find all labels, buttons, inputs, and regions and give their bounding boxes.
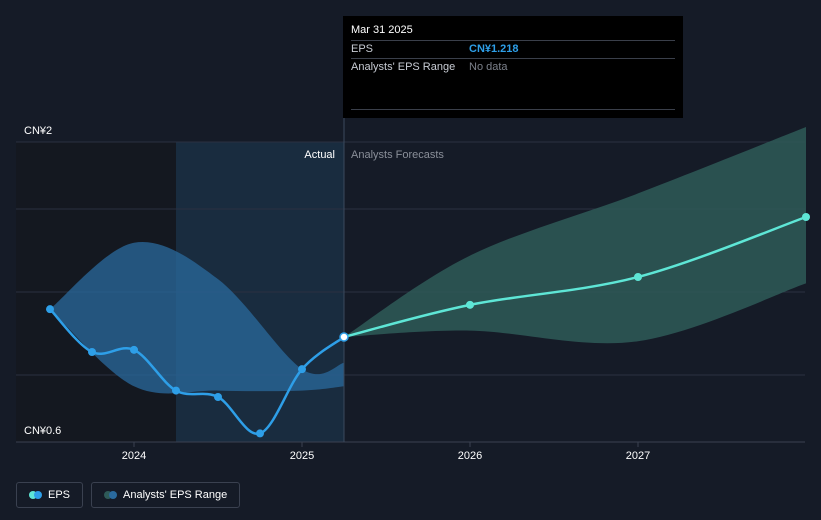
eps-line: [49, 308, 345, 435]
forecast-point[interactable]: [802, 213, 810, 221]
eps-point[interactable]: [46, 305, 54, 314]
tooltip: Mar 31 2025 EPS CN¥1.218 Analysts' EPS R…: [343, 16, 683, 118]
tooltip-divider: [351, 109, 675, 110]
eps-current-point[interactable]: [339, 332, 349, 342]
x-tick-label: 2026: [458, 450, 482, 462]
tooltip-range-row: Analysts' EPS Range No data: [351, 58, 675, 76]
tooltip-eps-value: CN¥1.218: [469, 43, 519, 55]
forecast-point[interactable]: [466, 300, 474, 309]
eps-point[interactable]: [256, 429, 264, 438]
eps-point[interactable]: [130, 345, 138, 354]
legend-range-label: Analysts' EPS Range: [123, 489, 228, 501]
forecast-point[interactable]: [634, 273, 642, 281]
legend-eps-label: EPS: [48, 489, 71, 501]
tooltip-eps-label: EPS: [351, 43, 374, 55]
tooltip-eps-row: EPS CN¥1.218: [351, 40, 675, 58]
x-tick-label: 2025: [290, 450, 314, 462]
legend-eps-toggle[interactable]: EPS: [16, 482, 84, 508]
y-axis-top-label: CN¥2: [24, 125, 52, 137]
eps-point[interactable]: [214, 393, 222, 401]
eps-point[interactable]: [298, 365, 306, 374]
tooltip-range-label: Analysts' EPS Range: [351, 61, 456, 73]
actual-label: Actual: [304, 149, 335, 161]
eps-point[interactable]: [88, 348, 96, 356]
range-legend-icon: [104, 491, 118, 499]
tooltip-range-value: No data: [469, 61, 508, 73]
eps-legend-icon: [29, 491, 42, 499]
x-axis-ticks: 2024 2025 2026 2027: [122, 442, 650, 462]
eps-point[interactable]: [172, 386, 180, 395]
x-tick-label: 2027: [626, 450, 650, 462]
forecast-eps-range-area: [344, 127, 806, 344]
y-axis-bottom-label: CN¥0.6: [24, 425, 61, 437]
past-eps-range-area: [50, 241, 344, 394]
x-tick-label: 2024: [122, 450, 146, 462]
legend: EPS Analysts' EPS Range: [16, 482, 241, 508]
forecast-label: Analysts Forecasts: [351, 149, 444, 161]
tooltip-date: Mar 31 2025: [351, 24, 413, 36]
legend-range-toggle[interactable]: Analysts' EPS Range: [91, 482, 241, 508]
data-points: [46, 213, 810, 438]
eps-forecast-line: [343, 215, 807, 339]
